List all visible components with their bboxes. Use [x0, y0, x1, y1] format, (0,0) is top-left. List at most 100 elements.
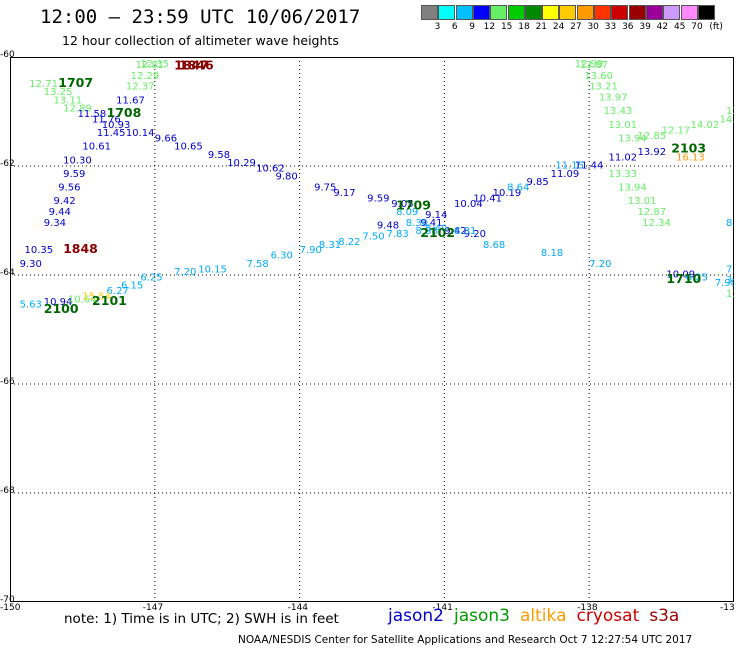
wave-height-value: 13.92 [637, 147, 666, 158]
wave-height-value: 12.35 [140, 59, 169, 70]
wave-height-value: 12.17 [662, 125, 691, 136]
wave-height-value: 10.30 [63, 155, 92, 166]
longitude-tick-label: -150 [0, 603, 21, 613]
wave-height-value: 10.41 [473, 193, 502, 204]
wave-height-value: 13.21 [589, 82, 618, 93]
page-title: 12:00 – 23:59 UTC 10/06/2017 [40, 6, 361, 28]
pass-time-label: 1710 [666, 271, 701, 286]
wave-height-value: 10.94 [44, 297, 73, 308]
legend-entry-jason3: jason3 [454, 606, 510, 626]
colorbar-label: 21 [535, 22, 548, 32]
wave-height-value: 7.3 [726, 264, 734, 275]
wave-height-value: 11.09 [551, 169, 580, 180]
wave-height-value: 12.85 [637, 131, 666, 142]
wave-height-value: 13.60 [584, 71, 613, 82]
pass-time-label: 1848 [63, 241, 98, 256]
wave-height-value: 14.94 [720, 114, 734, 125]
wave-height-value: 9.44 [49, 207, 71, 218]
colorbar-cell [594, 5, 611, 20]
wave-height-value: 3 [726, 275, 732, 286]
colorbar-cell [421, 5, 438, 20]
wave-height-value: 7.83 [386, 229, 408, 240]
colorbar-cell [524, 5, 542, 20]
wave-height-value: 8.09 [396, 207, 418, 218]
wave-height-value: 9.59 [367, 193, 389, 204]
wave-height-value: 10.62 [256, 163, 285, 174]
latitude-tick-label: -64 [0, 268, 15, 278]
colorbar-cell [455, 5, 473, 20]
wave-height-value: 11.67 [116, 95, 145, 106]
wave-height-value: 7.50 [362, 232, 384, 243]
wave-height-value: 8.31 [319, 240, 341, 251]
colorbar-cell [472, 5, 490, 20]
wave-height-value: 10.93 [102, 120, 131, 131]
wave-height-value: 14.02 [691, 120, 720, 131]
latitude-tick-label: -62 [0, 159, 15, 169]
wave-height-value: 13 [726, 289, 734, 300]
colorbar-cell [542, 5, 560, 20]
longitude-tick-label: -13 [720, 603, 735, 613]
colorbar-cell [438, 5, 456, 20]
wave-height-value: 12.29 [131, 71, 160, 82]
pass-time-label: 2102 [420, 225, 455, 240]
wave-height-value: 9.17 [333, 188, 355, 199]
footer-note: note: 1) Time is in UTC; 2) SWH is in fe… [64, 611, 339, 627]
colorbar-label: 3 [434, 22, 441, 32]
colorbar-label: 15 [500, 22, 513, 32]
colorbar-cell [663, 5, 681, 20]
wave-height-value: 11.02 [609, 153, 638, 164]
satellite-legend: jason2 jason3 altika cryosat s3a [388, 606, 689, 626]
wave-height-value: 6.15 [121, 281, 143, 292]
wave-height-value: 9.41 [420, 218, 442, 229]
latitude-tick-label: -70 [0, 595, 15, 605]
wave-height-value: 13.94 [618, 133, 647, 144]
wave-height-value: 13.33 [609, 169, 638, 180]
wave-height-value: 10.15 [198, 264, 227, 275]
page-subtitle: 12 hour collection of altimeter wave hei… [62, 33, 339, 48]
wave-height-value: 10.64 [68, 294, 97, 305]
wave-height-value: 13.01 [628, 196, 657, 207]
wave-height-value: 11.15 [555, 161, 584, 172]
wave-height-value: 10.14 [126, 128, 155, 139]
colorbar-label: 27 [570, 22, 582, 32]
colorbar-label: 30 [587, 22, 599, 32]
wave-height-value: 10.09 [666, 270, 695, 281]
wave-height-value: 13.25 [44, 87, 73, 98]
wave-height-value: 11.58 [78, 109, 107, 120]
wave-height-value: 8.18 [541, 248, 563, 259]
wave-height-value: 9.66 [155, 133, 177, 144]
colorbar-label: 18 [518, 22, 530, 32]
wave-height-value: 7.20 [174, 267, 196, 278]
wave-height-value: 12.89 [63, 104, 92, 115]
wave-height-value: 6.30 [271, 251, 293, 262]
wave-height-value: 10.61 [82, 142, 111, 153]
legend-entry-jason2: jason2 [388, 606, 444, 626]
wave-height-value: 9.42 [53, 196, 75, 207]
wave-height-value: 8.68 [483, 240, 505, 251]
pass-time-label: 1847 [174, 58, 209, 73]
colorbar-label: 70 [691, 22, 703, 32]
wave-height-value: 10.04 [454, 199, 483, 210]
colorbar-label: 42 [656, 22, 669, 32]
wave-height-value: 13.97 [599, 93, 628, 104]
wave-height-value: 13.94 [618, 183, 647, 194]
latitude-tick-label: -66 [0, 377, 15, 387]
wave-height-value: 13.01 [609, 120, 638, 131]
colorbar-cell [645, 5, 663, 20]
wave-height-value: 16.13 [676, 153, 705, 164]
wave-height-value: 9.42 [444, 226, 466, 237]
wave-height-value: 12.99 [575, 59, 604, 70]
wave-height-value: 13.11 [53, 95, 82, 106]
wave-height-value: 9.85 [526, 177, 548, 188]
wave-height-value: 7.90 [300, 245, 322, 256]
wave-height-value: 11.44 [575, 161, 604, 172]
wave-height-value: 9.80 [275, 172, 297, 183]
wave-height-value: 5.63 [20, 300, 42, 311]
colorbar-cell [559, 5, 577, 20]
wave-height-value: 8.30 [406, 218, 428, 229]
wave-height-value: 11.45 [97, 128, 126, 139]
colorbar-cell [490, 5, 508, 20]
latitude-tick-label: -60 [0, 50, 15, 60]
